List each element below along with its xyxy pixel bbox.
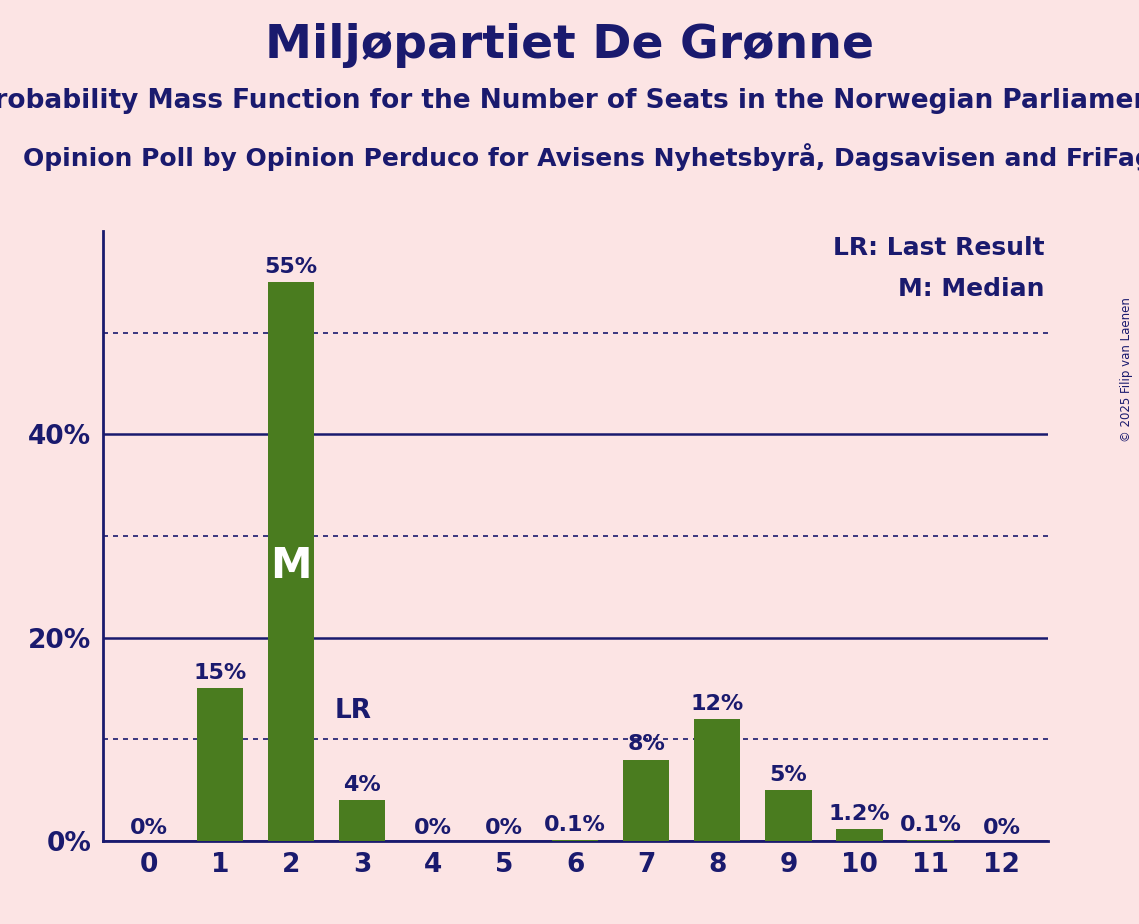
Text: 15%: 15% bbox=[194, 663, 246, 684]
Text: LR: LR bbox=[335, 698, 372, 724]
Text: 0%: 0% bbox=[415, 818, 452, 838]
Text: M: Median: M: Median bbox=[898, 277, 1044, 300]
Text: 12%: 12% bbox=[690, 694, 744, 713]
Bar bbox=[908, 840, 953, 841]
Bar bbox=[695, 719, 740, 841]
Bar bbox=[268, 282, 314, 841]
Text: 4%: 4% bbox=[343, 775, 380, 795]
Text: 5%: 5% bbox=[770, 765, 808, 785]
Text: LR: Last Result: LR: Last Result bbox=[833, 236, 1044, 260]
Text: 0%: 0% bbox=[485, 818, 523, 838]
Bar bbox=[552, 840, 598, 841]
Bar bbox=[765, 790, 812, 841]
Text: 0%: 0% bbox=[130, 818, 167, 838]
Bar bbox=[623, 760, 670, 841]
Text: 0%: 0% bbox=[983, 818, 1021, 838]
Text: © 2025 Filip van Laenen: © 2025 Filip van Laenen bbox=[1121, 298, 1133, 442]
Text: Miljøpartiet De Grønne: Miljøpartiet De Grønne bbox=[265, 23, 874, 68]
Text: 8%: 8% bbox=[628, 735, 665, 754]
Text: 1.2%: 1.2% bbox=[829, 804, 891, 823]
Text: 0.1%: 0.1% bbox=[544, 815, 606, 834]
Bar bbox=[197, 688, 243, 841]
Bar bbox=[339, 800, 385, 841]
Text: Opinion Poll by Opinion Perduco for Avisens Nyhetsbyrå, Dagsavisen and FriFagbev: Opinion Poll by Opinion Perduco for Avis… bbox=[23, 143, 1139, 171]
Text: M: M bbox=[270, 545, 312, 588]
Text: 0.1%: 0.1% bbox=[900, 815, 961, 834]
Bar bbox=[836, 829, 883, 841]
Text: Probability Mass Function for the Number of Seats in the Norwegian Parliament: Probability Mass Function for the Number… bbox=[0, 88, 1139, 114]
Text: 55%: 55% bbox=[264, 257, 318, 277]
